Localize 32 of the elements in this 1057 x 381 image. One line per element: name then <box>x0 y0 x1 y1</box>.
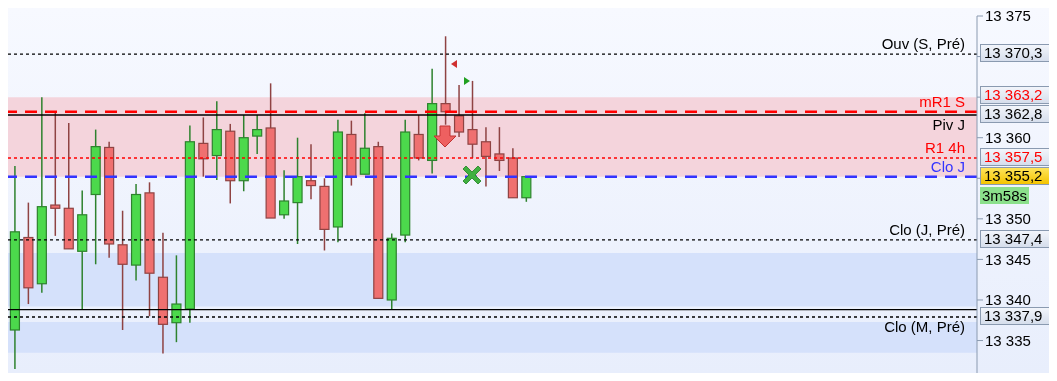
candlestick <box>252 114 263 155</box>
text: 13 357,5 <box>983 147 1044 166</box>
ref-line-label: Clo (M, Pré) <box>884 318 965 336</box>
candlestick <box>50 111 61 237</box>
y-tick-label: 13 345 <box>985 250 1031 268</box>
candlestick <box>521 175 532 203</box>
text: 13 337,9 <box>983 307 1044 326</box>
candlestick <box>305 143 317 201</box>
y-tick-label: 13 375 <box>985 7 1031 25</box>
ref-line-label: mR1 S <box>919 92 965 110</box>
text: 3m58s <box>980 186 1030 204</box>
candlestick <box>413 114 424 162</box>
y-tick-label: 13 350 <box>985 210 1031 228</box>
candlestick <box>171 254 182 343</box>
candlestick <box>278 169 290 220</box>
text: 13 363,2 <box>983 85 1044 104</box>
text: 13 370,3 <box>983 44 1044 63</box>
y-tick-label: 13 360 <box>985 129 1031 147</box>
candlestick <box>117 209 128 331</box>
candlestick <box>494 126 505 172</box>
ref-line-label: Piv J <box>932 115 965 133</box>
ref-line-label: Clo (J, Pré) <box>889 220 965 238</box>
y-tick-label: 13 335 <box>985 331 1031 349</box>
text: 13 347,4 <box>983 229 1044 248</box>
candlestick <box>480 126 492 188</box>
ref-line-label: R1 4h <box>924 138 965 156</box>
text: 13 362,8 <box>983 104 1044 123</box>
candlestick <box>453 84 465 138</box>
ref-line-label: Ouv (S, Pré) <box>881 35 965 53</box>
text: 13 355,2 <box>983 166 1044 185</box>
y-tick-label: 13 340 <box>985 291 1031 309</box>
ref-line-label: Clo J <box>930 157 965 175</box>
